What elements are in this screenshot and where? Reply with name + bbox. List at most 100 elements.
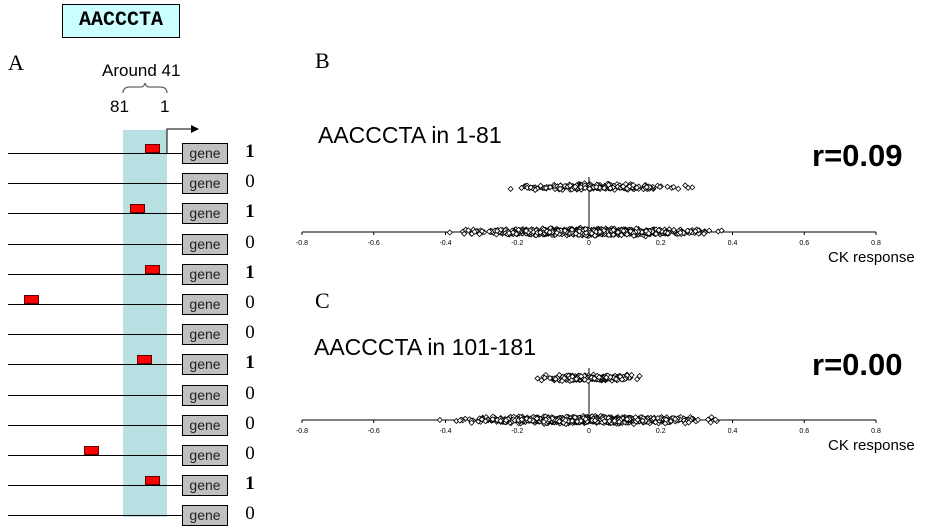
promoter-line (8, 213, 182, 215)
data-point (546, 229, 553, 236)
x-tick-label: 0.6 (799, 240, 809, 247)
data-point (561, 375, 568, 382)
data-point (606, 418, 613, 425)
x-tick-label: -0.2 (511, 240, 523, 247)
data-point (672, 415, 679, 423)
brace-icon (122, 82, 168, 94)
data-point (652, 230, 660, 237)
motif-presence-score: 0 (245, 443, 255, 464)
x-tick-label: -0.6 (368, 240, 380, 247)
data-point (677, 229, 684, 236)
motif-label-box: AACCCTA (62, 4, 180, 38)
motif-site (145, 144, 160, 153)
panel-letter: B (315, 48, 330, 73)
data-point (645, 230, 652, 237)
data-point (619, 376, 626, 383)
data-point (576, 228, 583, 235)
data-point (634, 376, 641, 383)
motif-presence-score: 1 (245, 201, 255, 223)
data-point (664, 230, 671, 237)
data-point (650, 415, 657, 422)
data-point (692, 228, 699, 235)
x-tick-label: -0.8 (296, 240, 308, 247)
data-point (685, 419, 692, 426)
data-point (465, 227, 472, 234)
data-point (571, 414, 578, 421)
data-point (513, 230, 520, 238)
panel-letter: C (315, 288, 330, 313)
motif-site (24, 295, 39, 304)
data-point (569, 226, 576, 233)
data-point (527, 184, 534, 191)
data-point (593, 183, 600, 191)
data-point (515, 226, 522, 233)
data-point (533, 415, 540, 422)
data-point (662, 416, 670, 423)
data-point (505, 230, 513, 237)
data-point (670, 183, 677, 191)
data-point (567, 182, 574, 189)
data-point (620, 183, 627, 190)
data-point (436, 416, 443, 423)
data-point (534, 375, 541, 382)
data-point (518, 416, 525, 423)
motif-site (130, 204, 145, 214)
promoter-line (8, 364, 182, 366)
data-point (643, 183, 650, 191)
motif-presence-score: 0 (245, 292, 255, 313)
data-point (507, 185, 514, 192)
x-axis-label: CK response (828, 249, 915, 266)
data-point (652, 419, 659, 426)
motif-site (84, 446, 99, 455)
data-point (547, 184, 554, 191)
x-tick-label: 0.2 (656, 428, 666, 435)
data-point (553, 229, 560, 236)
correlation-value: r=0.00 (812, 347, 903, 382)
promoter-line (8, 334, 182, 336)
data-point (577, 184, 584, 191)
data-point (556, 371, 563, 379)
motif-presence-score: 1 (245, 473, 255, 495)
data-point (607, 374, 614, 381)
motif-presence-score: 0 (245, 171, 255, 193)
x-tick-label: 0.6 (799, 428, 809, 435)
data-point (636, 372, 643, 380)
data-point (689, 184, 696, 191)
chart-title: AACCCTA in 1-81 (318, 122, 502, 148)
data-point (656, 183, 664, 191)
data-point (601, 184, 608, 192)
data-point (655, 227, 662, 234)
position-81: 81 (110, 97, 129, 116)
motif-presence-score: 0 (245, 382, 255, 404)
gene-box: gene (182, 203, 228, 225)
data-point (471, 228, 478, 235)
gene-box: gene (182, 173, 228, 195)
motif-presence-score: 0 (245, 412, 255, 434)
data-point (607, 185, 614, 192)
data-point (518, 184, 525, 192)
data-point (630, 232, 637, 239)
data-point (591, 375, 598, 382)
gene-box: gene (182, 233, 228, 255)
data-point (577, 373, 585, 380)
data-point (461, 230, 468, 237)
data-point (628, 371, 635, 379)
gene-box: gene (182, 263, 228, 285)
motif-presence-score: 0 (245, 503, 255, 525)
x-tick-label: 0.4 (728, 240, 738, 247)
data-point (634, 416, 641, 423)
motif-presence-score: 1 (245, 261, 255, 283)
gene-box: gene (182, 505, 228, 527)
data-point (610, 231, 617, 238)
x-tick-label: 0.8 (871, 240, 881, 247)
panel-letter-a: A (8, 50, 24, 75)
motif-site (145, 476, 160, 486)
motif-site (145, 264, 160, 274)
position-1: 1 (160, 97, 170, 116)
data-point (462, 415, 469, 422)
data-point (611, 417, 618, 424)
data-point (596, 374, 603, 381)
data-point (493, 231, 500, 238)
gene-box: gene (182, 294, 228, 315)
